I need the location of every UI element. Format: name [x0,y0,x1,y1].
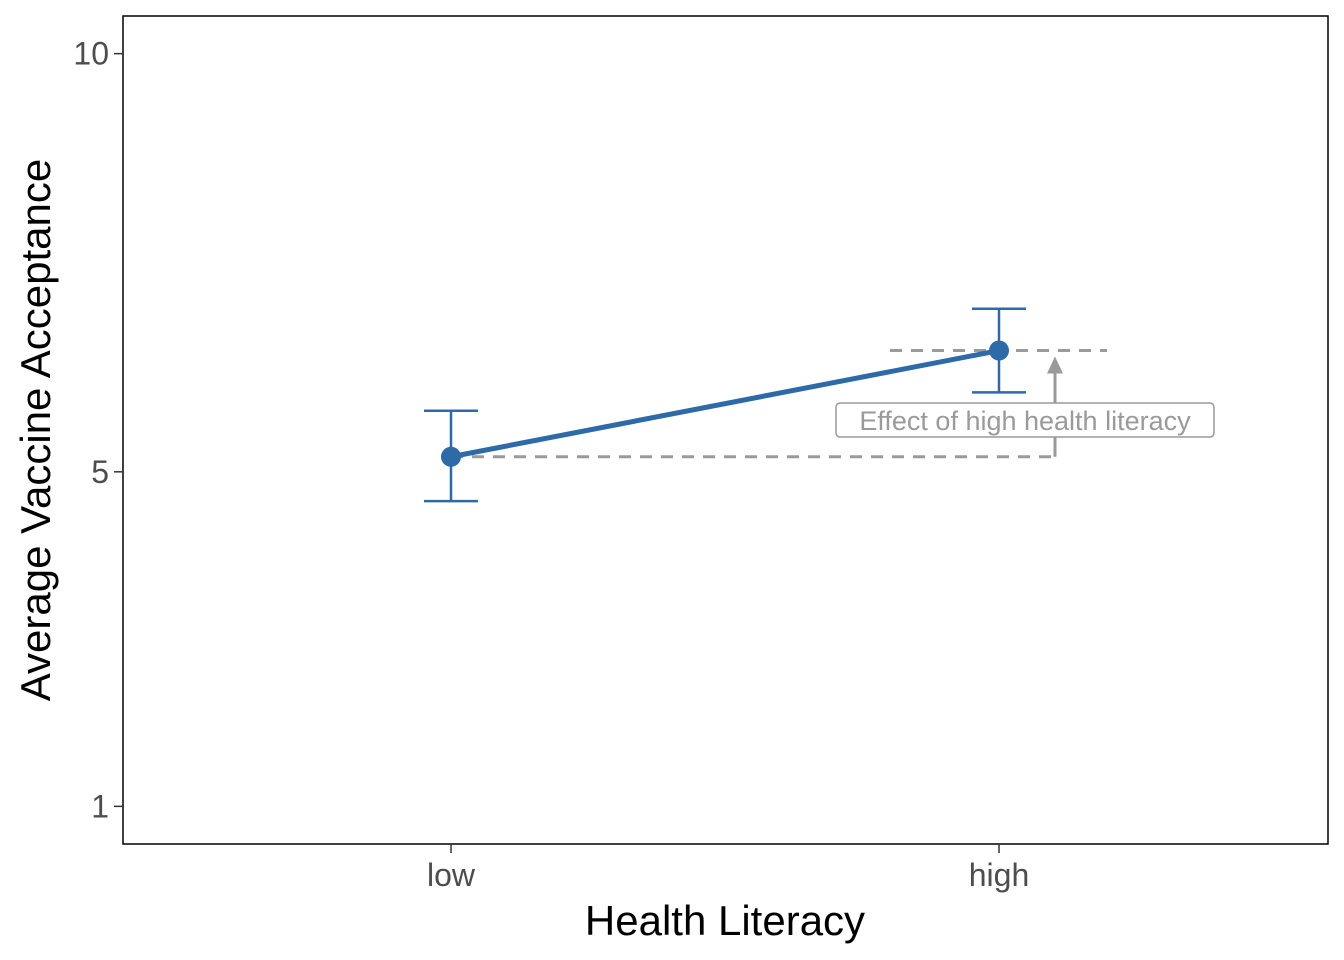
x-tick-label: low [427,857,476,893]
data-point [989,340,1009,361]
annotation-box [835,402,1215,438]
y-axis-title: Average Vaccine Acceptance [12,159,59,701]
annotation-label: Effect of high health literacy [859,406,1191,436]
effect-arrow-head [1047,356,1063,374]
y-tick-label: 5 [91,454,109,490]
data-point [441,446,461,467]
y-tick-label: 10 [73,36,109,72]
x-axis-title: Health Literacy [585,897,865,944]
series-line [448,348,1002,460]
y-tick-label: 1 [91,788,109,824]
x-tick-label: high [969,857,1030,893]
